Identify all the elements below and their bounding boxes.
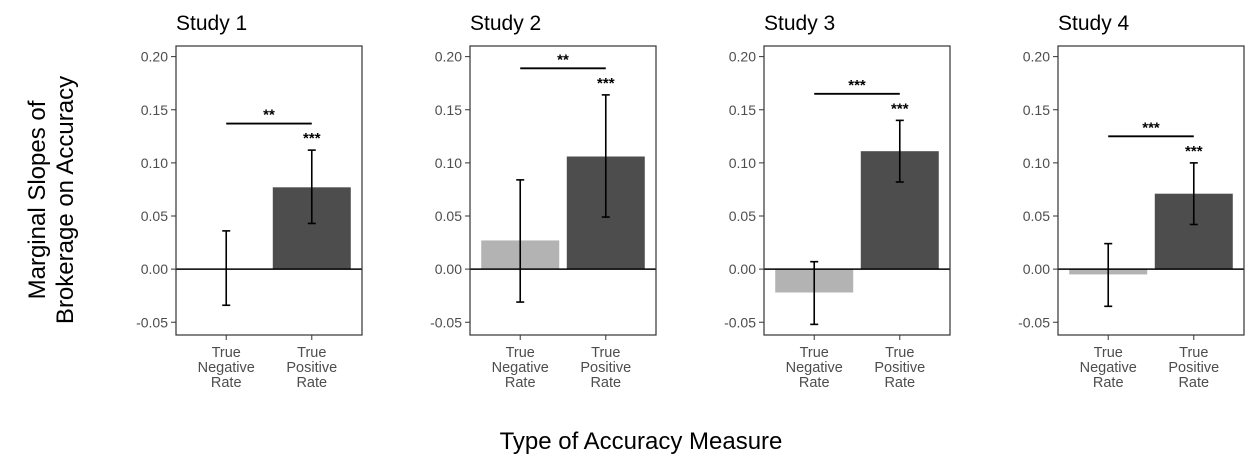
x-tick-label: True Positive Rate (580, 345, 631, 391)
panel-title: Study 3 (764, 12, 835, 35)
x-tick-label-line: Rate (505, 375, 536, 391)
x-tick-label-line: True (591, 345, 620, 361)
y-tick-label: 0.15 (1023, 102, 1050, 118)
bar-significance: *** (1185, 143, 1203, 160)
y-tick-label: 0.10 (435, 155, 462, 171)
x-tick-label-line: True (800, 345, 829, 361)
x-axis-title: Type of Accuracy Measure (500, 428, 783, 455)
x-tick-label-line: Negative (198, 360, 255, 376)
y-tick-label: 0.10 (141, 155, 168, 171)
y-tick-label: 0.05 (435, 208, 462, 224)
x-tick-label-line: Positive (1168, 360, 1219, 376)
y-tick-label: 0.10 (1023, 155, 1050, 171)
x-tick-label: True Negative Rate (1080, 345, 1137, 391)
bar-significance: *** (597, 75, 615, 92)
y-tick-label: 0.10 (729, 155, 756, 171)
y-tick-label: 0.05 (141, 208, 168, 224)
y-axis-title-line2: Brokerage on Accuracy (52, 76, 79, 324)
x-tick-label: True Negative Rate (198, 345, 255, 391)
x-tick-label-line: Positive (580, 360, 631, 376)
x-tick-label-line: True (297, 345, 326, 361)
x-tick-label-line: True (1094, 345, 1123, 361)
y-tick-label: 0.05 (1023, 208, 1050, 224)
x-tick-label-line: True (212, 345, 241, 361)
y-tick-label: 0.15 (435, 102, 462, 118)
x-tick-label-line: Positive (286, 360, 337, 376)
y-tick-label: -0.05 (136, 314, 168, 330)
x-tick-label: True Positive Rate (286, 345, 337, 391)
panel-border (175, 45, 363, 336)
panel-border (469, 45, 657, 336)
x-tick-label-line: Rate (884, 375, 915, 391)
x-tick-label-line: Rate (1178, 375, 1209, 391)
y-tick-label: 0.05 (729, 208, 756, 224)
y-tick-label: 0.00 (729, 261, 756, 277)
bar-significance: *** (891, 100, 909, 117)
x-tick-label-line: Rate (1093, 375, 1124, 391)
x-tick-label: True Negative Rate (786, 345, 843, 391)
x-tick-label-line: True (506, 345, 535, 361)
x-tick-label-line: Rate (799, 375, 830, 391)
comparison-significance: *** (848, 77, 866, 94)
x-tick-label-line: Rate (296, 375, 327, 391)
y-tick-label: 0.00 (435, 261, 462, 277)
x-tick-label: True Negative Rate (492, 345, 549, 391)
comparison-significance: ** (263, 107, 275, 124)
x-tick-label-line: Rate (590, 375, 621, 391)
y-tick-label: 0.15 (729, 102, 756, 118)
x-tick-label: True Positive Rate (1168, 345, 1219, 391)
x-tick-label-line: Positive (874, 360, 925, 376)
y-tick-label: -0.05 (1018, 314, 1050, 330)
panel-border (1057, 45, 1245, 336)
panel-border (763, 45, 951, 336)
y-tick-label: 0.20 (435, 49, 462, 65)
y-tick-label: 0.00 (1023, 261, 1050, 277)
y-axis-title-line1: Marginal Slopes of (24, 100, 51, 299)
y-tick-label: 0.20 (1023, 49, 1050, 65)
y-tick-label: 0.20 (141, 49, 168, 65)
panel-title: Study 2 (470, 12, 541, 35)
comparison-significance: *** (1142, 119, 1160, 136)
comparison-significance: ** (557, 51, 569, 68)
y-tick-label: 0.15 (141, 102, 168, 118)
x-tick-label: True Positive Rate (874, 345, 925, 391)
x-tick-label-line: Negative (1080, 360, 1137, 376)
x-tick-label-line: True (885, 345, 914, 361)
panel-title: Study 1 (176, 12, 247, 35)
y-tick-label: -0.05 (724, 314, 756, 330)
bar-significance: *** (303, 130, 321, 147)
x-tick-label-line: Rate (211, 375, 242, 391)
x-tick-label-line: Negative (492, 360, 549, 376)
x-tick-label-line: True (1179, 345, 1208, 361)
x-tick-label-line: Negative (786, 360, 843, 376)
panel-title: Study 4 (1058, 12, 1130, 35)
y-tick-label: 0.00 (141, 261, 168, 277)
y-tick-label: 0.20 (729, 49, 756, 65)
y-tick-label: -0.05 (430, 314, 462, 330)
